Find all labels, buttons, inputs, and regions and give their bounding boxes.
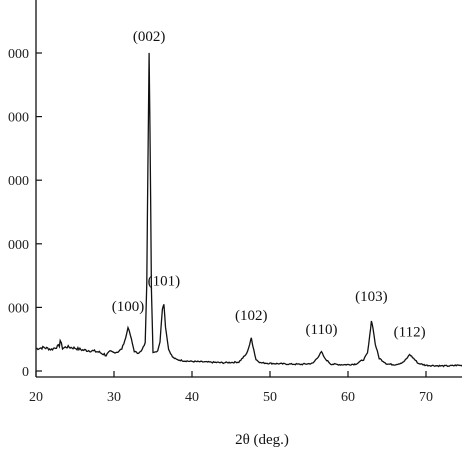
x-tick-label: 70 [419, 390, 433, 405]
diffraction-trace [35, 52, 462, 368]
peak-label: (112) [394, 324, 426, 340]
x-axis-ticks: 20 30 40 50 60 70 [29, 371, 433, 405]
x-tick-label: 50 [263, 390, 277, 405]
peak-label: (002) [133, 29, 166, 45]
peak-labels: (100) (002) (101) (102) (110) (103) (112) [112, 29, 426, 340]
x-axis-label: 2θ (deg.) [235, 432, 289, 448]
peak-label: (100) [112, 299, 145, 315]
x-tick-label: 40 [185, 390, 199, 405]
y-tick-label: 0 [22, 365, 29, 380]
y-tick-label: 000 [8, 47, 29, 62]
y-tick-label: 000 [8, 111, 29, 126]
peak-label: (101) [148, 274, 181, 290]
x-tick-label: 60 [341, 390, 355, 405]
peak-label: (102) [235, 308, 268, 324]
x-tick-label: 30 [107, 390, 121, 405]
y-tick-label: 000 [8, 238, 29, 253]
x-tick-label: 20 [29, 390, 43, 405]
peak-label: (103) [355, 289, 388, 305]
peak-label: (110) [306, 322, 338, 338]
y-tick-label: 000 [8, 174, 29, 189]
y-tick-label: 000 [8, 301, 29, 316]
